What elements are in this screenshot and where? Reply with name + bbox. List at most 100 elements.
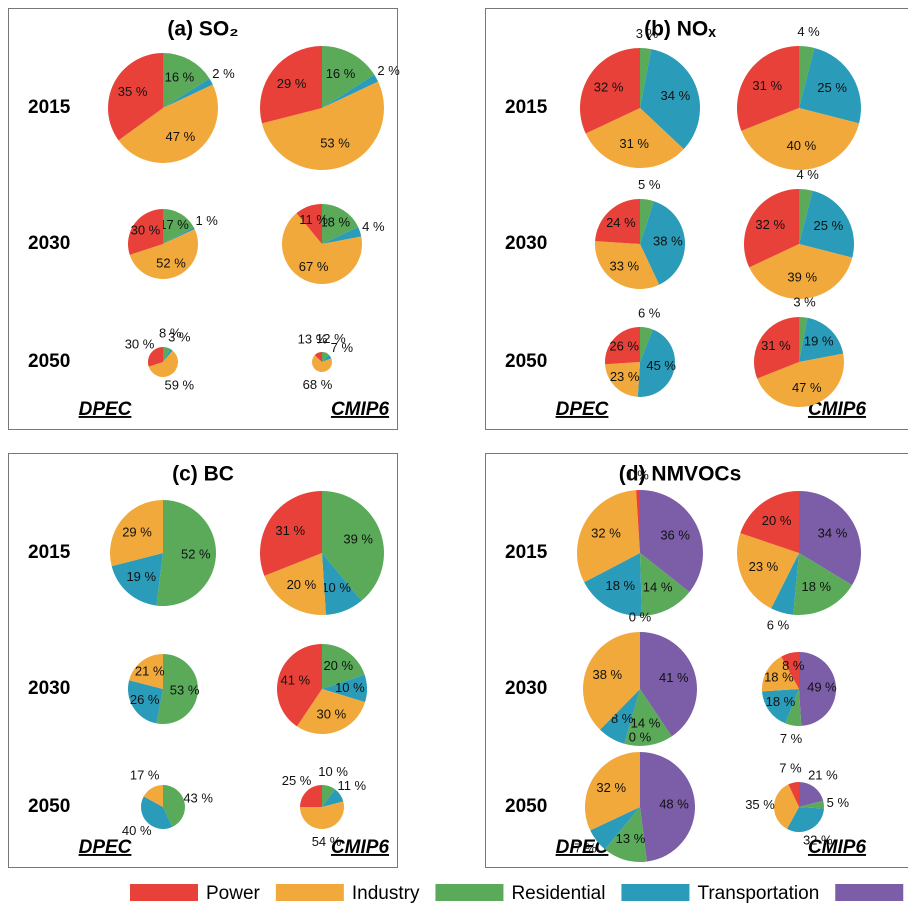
panel-title: (a) SO₂ xyxy=(167,18,238,41)
data-label: 36 % xyxy=(660,527,690,542)
panel-title: (d) NMVOCs xyxy=(619,463,742,486)
pie-slice xyxy=(640,48,652,108)
data-label: 47 % xyxy=(792,380,822,395)
pie-slice xyxy=(322,74,379,108)
data-label: 13 % xyxy=(298,331,328,346)
pie-slice xyxy=(110,500,163,567)
data-label: 40 % xyxy=(122,823,152,838)
panel-frame xyxy=(8,453,398,868)
data-label: 32 % xyxy=(755,217,785,232)
data-label: 34 % xyxy=(818,526,848,541)
data-label: 67 % xyxy=(299,259,329,274)
data-label: 26 % xyxy=(609,339,639,354)
pie-slice xyxy=(322,644,365,689)
data-label: 21 % xyxy=(135,663,165,678)
pie-slice xyxy=(640,49,700,150)
pie-slice xyxy=(754,317,799,379)
pie-slice xyxy=(261,81,384,170)
data-label: 4 % xyxy=(362,219,385,234)
data-label: 19 % xyxy=(804,334,834,349)
pie-slice xyxy=(141,796,173,830)
pie-slice xyxy=(640,490,704,593)
data-label: 38 % xyxy=(592,667,622,682)
data-label: 20 % xyxy=(287,577,317,592)
pie-slice xyxy=(111,553,163,606)
pie-slice xyxy=(744,189,799,268)
row-label: 2015 xyxy=(505,542,548,563)
data-label: 59 % xyxy=(164,377,194,392)
legend-swatch xyxy=(621,884,690,901)
data-label: 16 % xyxy=(165,70,195,85)
data-label: 3 % xyxy=(793,295,816,310)
data-label: 10 % xyxy=(335,680,365,695)
data-label: 3 % xyxy=(168,329,191,344)
pie-slice xyxy=(147,347,163,367)
data-label: 18 % xyxy=(605,578,635,593)
pie-slice xyxy=(799,782,824,807)
data-label: 18 % xyxy=(801,579,831,594)
pie-slice xyxy=(312,355,332,373)
panel-title: (b) NOₓ xyxy=(644,18,716,41)
data-label: 8 % xyxy=(782,658,805,673)
pie-slice xyxy=(296,204,322,244)
data-label: 24 % xyxy=(606,215,636,230)
data-label: 52 % xyxy=(156,256,186,271)
pie-slice xyxy=(322,491,384,601)
pie-slice xyxy=(296,689,366,734)
data-label: 7 % xyxy=(331,340,354,355)
pie-slice xyxy=(785,689,802,726)
pie-slice xyxy=(799,47,862,124)
legend-label: Industry xyxy=(352,883,420,904)
data-label: 26 % xyxy=(130,692,160,707)
pie-slice xyxy=(799,46,815,108)
row-label: 2050 xyxy=(505,796,547,817)
data-label: 48 % xyxy=(659,796,689,811)
data-label: 32 % xyxy=(803,833,833,848)
data-label: 16 % xyxy=(326,66,356,81)
pie-slice xyxy=(577,490,640,583)
data-label: 49 % xyxy=(807,680,837,695)
data-label: 4 % xyxy=(797,24,820,39)
pie-slice xyxy=(322,204,359,244)
data-label: 32 % xyxy=(594,80,624,95)
pie-slice xyxy=(127,680,163,724)
pie-slice xyxy=(640,632,698,737)
pie-slice xyxy=(595,241,660,289)
row-label: 2050 xyxy=(505,351,547,372)
row-label: 2015 xyxy=(28,542,71,563)
data-label: 10 % xyxy=(321,580,351,595)
data-label: 41 % xyxy=(280,672,310,687)
pie-slice xyxy=(590,807,640,850)
data-label: 18 % xyxy=(766,694,796,709)
pie-slice xyxy=(762,689,799,724)
data-label: 7 % xyxy=(574,841,597,856)
pie-slice xyxy=(741,108,860,171)
pie-slice xyxy=(277,644,322,727)
column-label: CMIP6 xyxy=(808,399,867,420)
pie-slice xyxy=(322,46,375,108)
data-label: 33 % xyxy=(609,259,639,274)
pie-slice xyxy=(788,782,799,807)
data-label: 47 % xyxy=(166,129,196,144)
column-label: DPEC xyxy=(79,837,132,858)
pie-slice xyxy=(118,84,218,163)
legend-label: Transportation xyxy=(697,883,819,904)
pie-slice xyxy=(799,317,844,362)
data-label: 20 % xyxy=(323,658,353,673)
data-label: 21 % xyxy=(808,768,838,783)
legend-label: Power xyxy=(206,883,261,904)
pie-slice xyxy=(793,553,853,615)
row-label: 2030 xyxy=(505,233,547,254)
legend-swatch xyxy=(835,884,904,901)
panel-frame xyxy=(485,453,908,868)
data-label: 31 % xyxy=(619,136,649,151)
data-label: 1 % xyxy=(626,467,649,482)
data-label: 29 % xyxy=(122,524,152,539)
pie-slice xyxy=(799,491,862,586)
pie-slice xyxy=(736,533,799,609)
pie-slice xyxy=(322,352,329,362)
pie-slice xyxy=(156,500,216,606)
data-label: 20 % xyxy=(762,513,792,528)
data-label: 39 % xyxy=(787,269,817,284)
data-label: 53 % xyxy=(170,682,200,697)
